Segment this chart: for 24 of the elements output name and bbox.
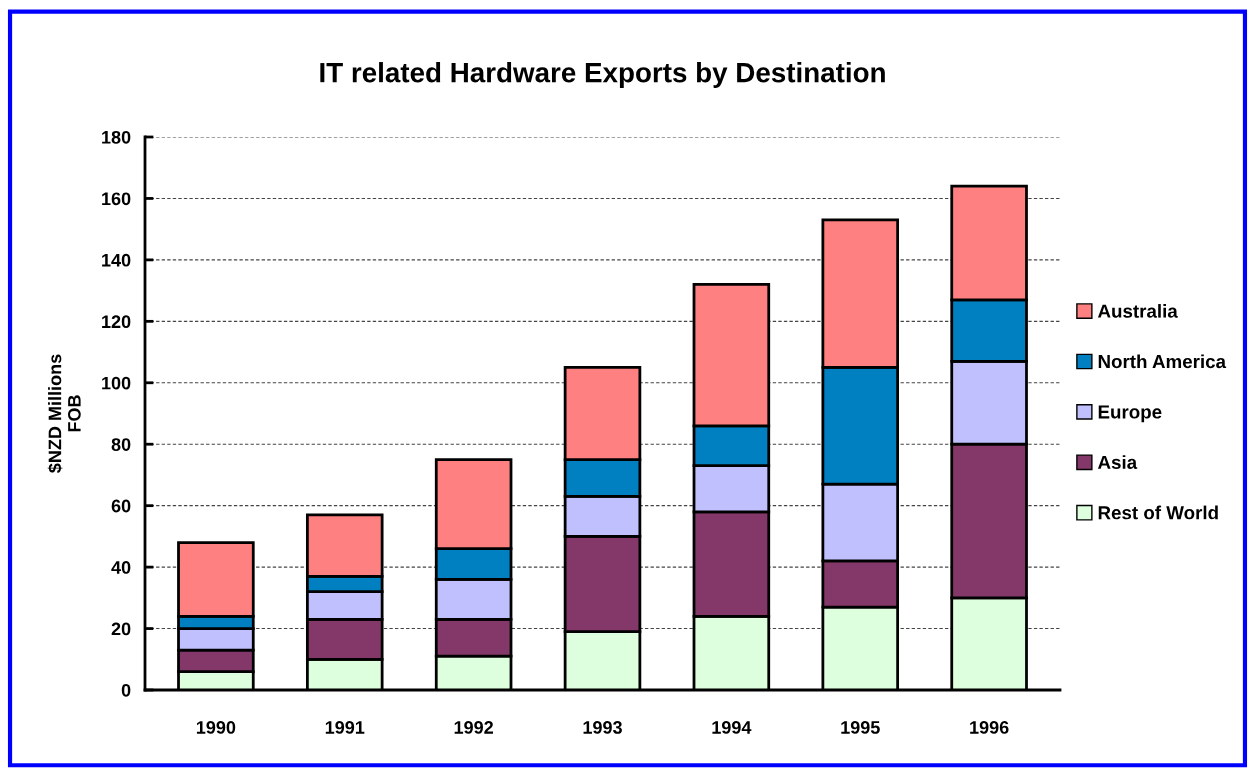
y-tick-label: 60 <box>111 499 131 513</box>
x-tick-label: 1994 <box>712 721 752 734</box>
legend-label: Europe <box>1098 405 1162 423</box>
legend-label: Asia <box>1097 455 1138 469</box>
x-tick-label: 1995 <box>841 721 880 734</box>
y-tick-label: 140 <box>102 253 131 267</box>
y-tick-label: 40 <box>111 561 131 574</box>
y-tick-label: 100 <box>102 376 131 390</box>
legend-label: North America <box>1098 354 1227 369</box>
y-tick-label: 160 <box>102 192 131 206</box>
x-tick-label: 1990 <box>196 721 236 734</box>
y-tick-label: 20 <box>111 622 131 636</box>
y-tick-label: 180 <box>102 130 131 144</box>
legend-label: Australia <box>1097 304 1178 318</box>
y-axis-title: $NZD Millions FOB <box>47 354 81 473</box>
legend-label: Rest of World <box>1098 505 1218 520</box>
x-tick-label: 1993 <box>583 721 622 734</box>
y-tick-label: 0 <box>121 683 131 697</box>
y-tick-label: 120 <box>102 315 131 329</box>
x-tick-label: 1991 <box>325 721 365 734</box>
y-tick-label: 80 <box>111 438 131 451</box>
x-tick-label: 1992 <box>454 721 493 734</box>
chart-title: IT related Hardware Exports by Destination <box>320 62 885 88</box>
x-tick-label: 1996 <box>970 721 1009 734</box>
